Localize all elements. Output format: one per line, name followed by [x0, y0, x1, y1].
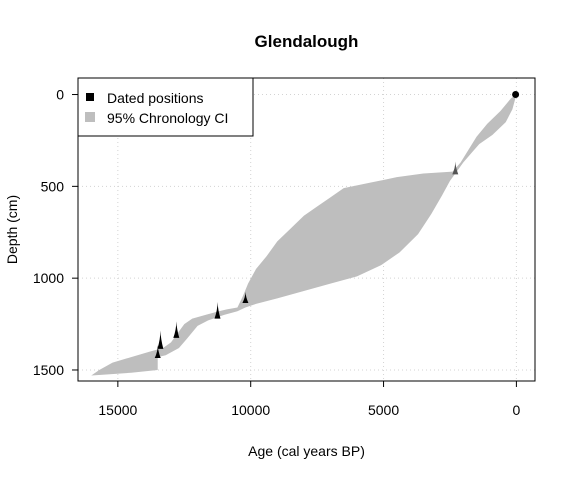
x-axis: 15000 10000 5000 0: [98, 380, 521, 418]
legend-box: [77, 77, 254, 137]
y-tick-label-3: 1500: [33, 362, 64, 378]
x-axis-title: Age (cal years BP): [248, 443, 365, 459]
legend-swatch-chronology-ci: [85, 112, 95, 122]
x-tick-label-1: 10000: [231, 402, 270, 418]
chart-title: Glendalough: [255, 32, 359, 51]
ci-layer: [91, 94, 517, 376]
dated-positions-layer: [154, 91, 520, 359]
dated-position-3: [214, 302, 221, 319]
dated-position-1: [452, 161, 459, 175]
dated-position-6: [154, 345, 161, 359]
y-tick-label-0: 0: [56, 87, 64, 103]
y-axis: 0 500 1000 1500: [33, 87, 79, 378]
x-tick-label-3: 0: [513, 402, 521, 418]
dated-position-0: [512, 91, 520, 99]
x-tick-label-0: 15000: [98, 402, 137, 418]
dated-position-4: [173, 321, 180, 338]
y-axis-title: Depth (cm): [4, 195, 20, 264]
dated-position-2: [242, 291, 249, 303]
legend: Dated positions 95% Chronology CI: [77, 77, 254, 137]
x-tick-label-2: 5000: [368, 402, 399, 418]
legend-label-chronology-ci: 95% Chronology CI: [107, 110, 228, 126]
dated-position-5: [157, 330, 164, 349]
legend-label-dated-positions: Dated positions: [107, 90, 204, 106]
y-tick-label-2: 1000: [33, 270, 64, 286]
y-tick-label-1: 500: [41, 178, 65, 194]
legend-swatch-dated-positions: [86, 93, 94, 101]
ci-band: [91, 94, 517, 376]
